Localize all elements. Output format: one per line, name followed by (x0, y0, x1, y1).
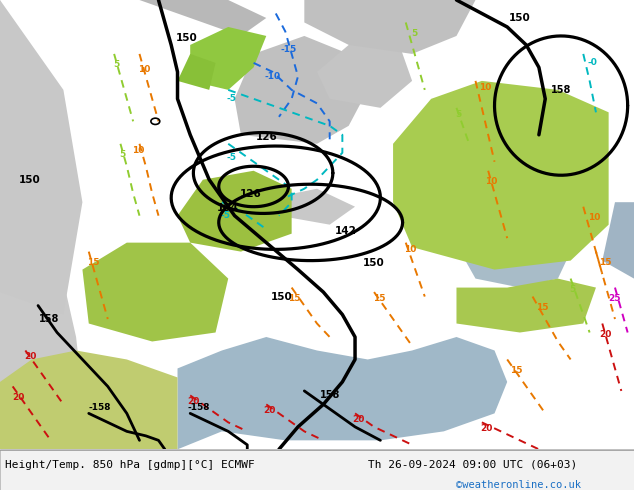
Text: 15: 15 (87, 258, 100, 267)
Text: 5: 5 (113, 60, 119, 70)
Text: -5: -5 (226, 95, 236, 103)
Text: Height/Temp. 850 hPa [gdmp][°C] ECMWF: Height/Temp. 850 hPa [gdmp][°C] ECMWF (5, 460, 255, 470)
Text: 15: 15 (288, 294, 301, 303)
Text: 15: 15 (599, 258, 612, 267)
Text: 142: 142 (335, 226, 356, 236)
Text: -158: -158 (89, 403, 111, 412)
Text: 126: 126 (240, 189, 261, 199)
Text: 150: 150 (509, 13, 531, 23)
Text: -15: -15 (280, 45, 297, 54)
Text: 150: 150 (19, 175, 41, 185)
Text: 150: 150 (363, 258, 385, 268)
Text: 15: 15 (373, 294, 385, 303)
Text: -5: -5 (226, 153, 236, 162)
Text: -158: -158 (187, 403, 209, 412)
Text: 5: 5 (455, 110, 462, 119)
Text: 10: 10 (132, 146, 145, 155)
Text: 158: 158 (39, 314, 60, 324)
Text: Th 26-09-2024 09:00 UTC (06+03): Th 26-09-2024 09:00 UTC (06+03) (368, 460, 577, 470)
Text: 126: 126 (256, 132, 277, 142)
Text: -10: -10 (264, 72, 281, 81)
Text: 20: 20 (481, 424, 493, 433)
Polygon shape (304, 0, 476, 54)
Text: 20: 20 (599, 330, 612, 339)
Text: 150: 150 (271, 292, 293, 301)
Text: 10: 10 (404, 245, 417, 254)
Text: -5: -5 (220, 211, 230, 220)
Text: 5: 5 (411, 29, 417, 38)
Text: 5: 5 (119, 150, 126, 159)
Polygon shape (82, 243, 228, 342)
Polygon shape (178, 337, 507, 449)
Polygon shape (602, 202, 634, 279)
Text: 20: 20 (187, 397, 200, 406)
Text: 150: 150 (176, 33, 198, 43)
Polygon shape (317, 45, 412, 108)
Text: 25: 25 (609, 294, 621, 303)
Text: 15: 15 (536, 303, 548, 312)
Polygon shape (0, 0, 82, 315)
Polygon shape (139, 0, 266, 36)
Polygon shape (178, 54, 216, 90)
Text: 10: 10 (485, 177, 498, 186)
Polygon shape (393, 81, 609, 270)
Polygon shape (273, 189, 355, 224)
Text: 20: 20 (264, 406, 276, 416)
Polygon shape (0, 350, 178, 449)
Text: 20: 20 (13, 393, 25, 402)
Text: ©weatheronline.co.uk: ©weatheronline.co.uk (456, 480, 581, 490)
Polygon shape (456, 279, 596, 333)
Polygon shape (0, 0, 89, 449)
Polygon shape (235, 36, 368, 144)
Text: -0: -0 (588, 58, 598, 68)
Text: 158: 158 (320, 391, 340, 400)
Text: 10: 10 (479, 83, 491, 92)
Text: 10: 10 (588, 213, 601, 222)
Polygon shape (463, 238, 571, 288)
Text: 5: 5 (569, 285, 576, 294)
Polygon shape (190, 27, 266, 90)
Text: 20: 20 (24, 352, 37, 362)
Text: 20: 20 (352, 416, 365, 424)
FancyBboxPatch shape (0, 449, 634, 490)
Text: 15: 15 (510, 366, 523, 375)
Text: 134: 134 (217, 202, 239, 213)
Text: 158: 158 (551, 85, 571, 95)
Polygon shape (178, 171, 292, 252)
Text: 10: 10 (138, 65, 151, 74)
